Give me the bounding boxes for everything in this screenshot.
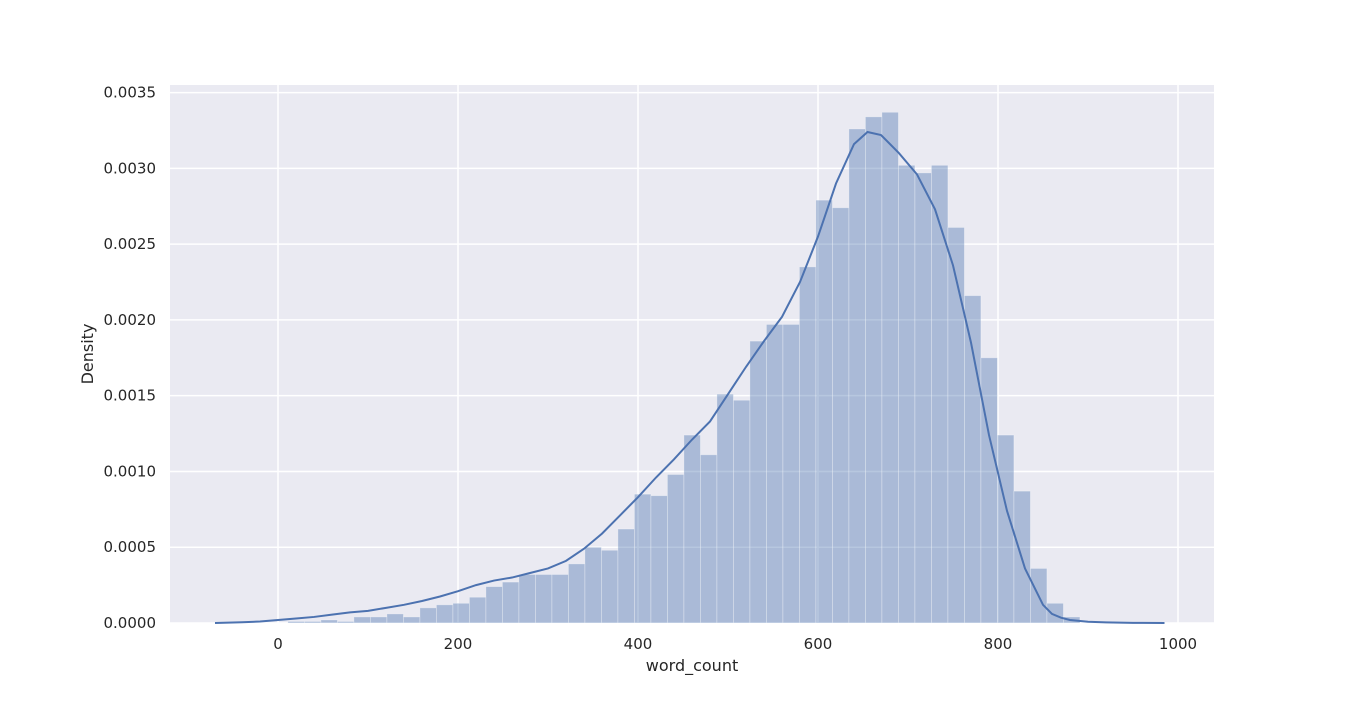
histogram-bar: [535, 574, 553, 624]
y-tick-label: 0.0020: [104, 311, 157, 329]
histogram-bar: [716, 393, 734, 624]
histogram-bar: [469, 596, 487, 624]
histogram-bar: [419, 607, 437, 624]
histogram-bar: [518, 574, 536, 624]
histogram-bar: [650, 495, 668, 624]
histogram-bar: [617, 528, 635, 624]
x-tick-label: 400: [624, 635, 653, 653]
histogram-bar: [402, 616, 421, 624]
histogram-bar: [485, 586, 503, 624]
histogram-bar: [865, 116, 883, 624]
histogram-bar: [634, 493, 652, 624]
plot-area: [170, 85, 1214, 623]
histogram-bar: [832, 207, 850, 624]
histogram-bar: [667, 474, 685, 624]
x-tick-labels: 0 200 400 600 800 1000: [273, 635, 1197, 653]
histogram-bar: [568, 563, 586, 624]
histogram-bar: [848, 128, 866, 624]
histogram-bar: [733, 399, 751, 624]
y-tick-label: 0.0030: [104, 159, 157, 177]
x-tick-label: 0: [273, 635, 283, 653]
histogram-bar: [551, 574, 569, 624]
y-tick-label: 0.0015: [104, 387, 157, 405]
histogram-bar: [699, 454, 718, 624]
x-tick-label: 800: [984, 635, 1013, 653]
histogram-bar: [1046, 602, 1064, 624]
histogram-bar: [815, 199, 833, 624]
y-tick-label: 0.0035: [104, 84, 157, 102]
histogram-bar: [584, 546, 602, 624]
histogram-bar: [931, 164, 949, 624]
histogram-bar: [303, 621, 322, 624]
histogram-bar: [320, 619, 338, 624]
y-tick-label: 0.0005: [104, 538, 157, 556]
x-tick-label: 1000: [1159, 635, 1197, 653]
histogram-bar: [914, 172, 932, 624]
histogram-bar: [749, 340, 767, 624]
histogram-bar: [386, 613, 404, 624]
histogram-bar: [501, 581, 520, 624]
x-axis-label: word_count: [646, 656, 738, 676]
grid: [170, 85, 1214, 624]
x-tick-label: 600: [804, 635, 833, 653]
y-tick-label: 0.0000: [104, 614, 157, 632]
histogram-bar: [683, 434, 701, 624]
histogram-bar: [370, 616, 388, 624]
y-axis-label: Density: [78, 324, 97, 385]
histogram-bar: [287, 621, 305, 624]
histogram-bar: [897, 164, 916, 624]
histogram-bar: [964, 295, 982, 624]
histogram-bar: [600, 549, 619, 624]
histogram-bars: [287, 111, 1081, 624]
histogram-bar: [435, 604, 454, 624]
y-tick-label: 0.0025: [104, 235, 157, 253]
histogram-bar: [980, 357, 998, 624]
y-tick-label: 0.0010: [104, 462, 157, 480]
histogram-bar: [782, 324, 800, 624]
histogram-bar: [766, 324, 784, 624]
histogram-bar: [881, 111, 899, 624]
kde-curve: [214, 130, 1165, 624]
histogram-bar: [353, 616, 371, 624]
histogram-bar: [336, 621, 355, 624]
y-tick-labels: 0.0000 0.0005 0.0010 0.0015 0.0020 0.0025 0.00…: [104, 84, 157, 632]
histogram-bar: [452, 602, 470, 624]
histogram-bar: [798, 266, 817, 624]
x-tick-label: 200: [444, 635, 473, 653]
histogram-bar: [947, 227, 965, 624]
histogram-bar: [996, 434, 1015, 624]
